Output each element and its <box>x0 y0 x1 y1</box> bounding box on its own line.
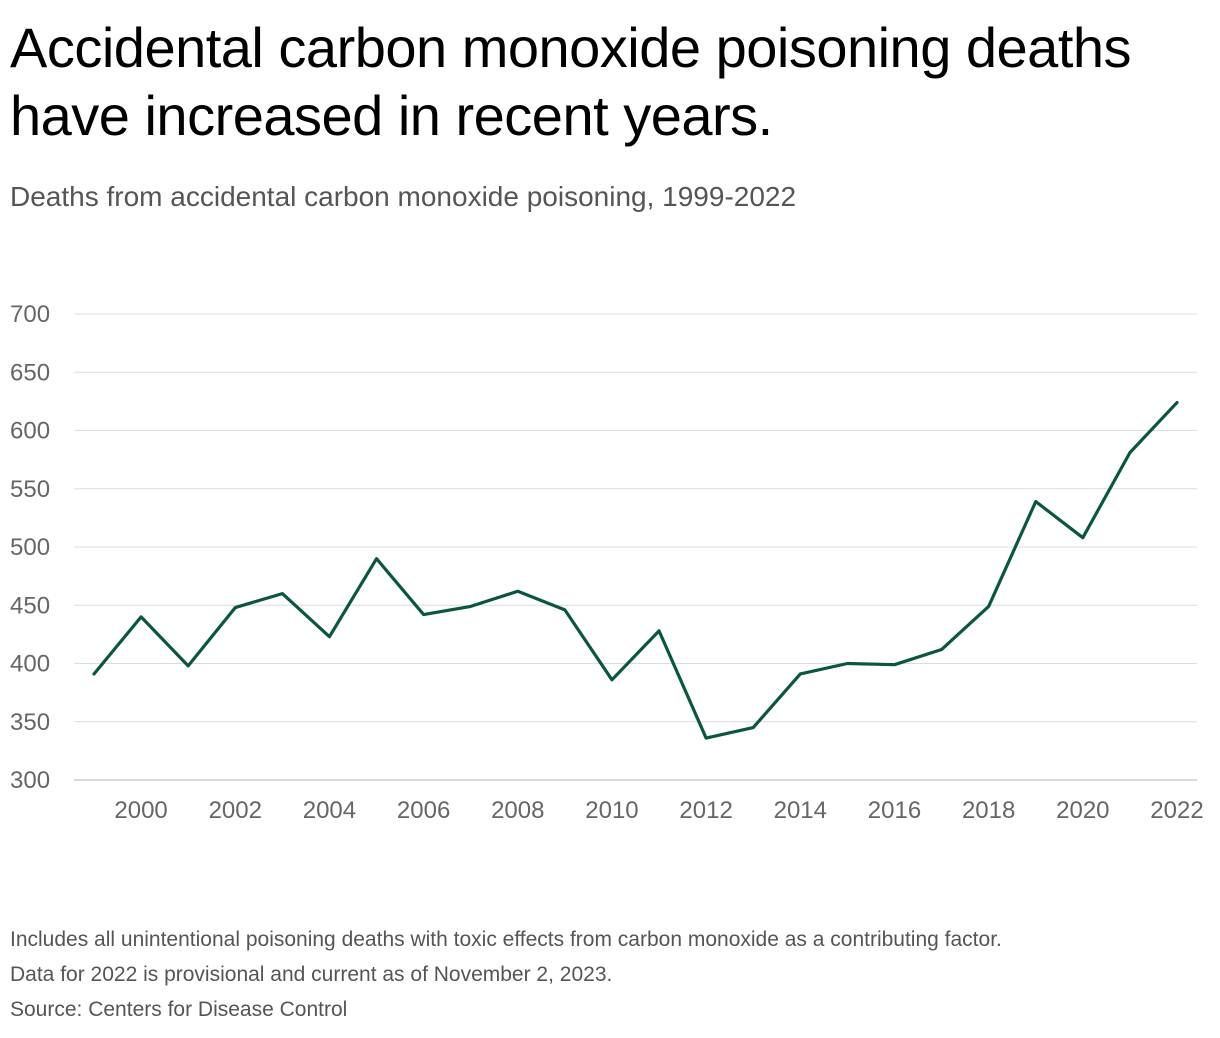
x-tick-label-2002: 2002 <box>209 797 262 824</box>
y-tick-label-650: 650 <box>10 359 50 386</box>
series-line-0 <box>92 400 1179 740</box>
line-chart: 300 350 400 450 500 550 600 650 700 2000 2002 2004… <box>10 301 1204 824</box>
gridlines <box>74 313 1197 781</box>
x-tick-label-2010: 2010 <box>585 797 638 824</box>
footnote-definition: Includes all unintentional poisoning dea… <box>10 928 1002 951</box>
x-tick-label-2020: 2020 <box>1056 797 1109 824</box>
x-tick-label-2016: 2016 <box>868 797 921 824</box>
x-tick-label-2008: 2008 <box>491 797 544 824</box>
series-layer <box>92 400 1179 740</box>
footnote-provisional: Data for 2022 is provisional and current… <box>10 963 613 986</box>
x-axis-ticks: 2000 2002 2004 2006 2008 2010 2012 2014 2016 2018… <box>114 797 1203 824</box>
x-tick-label-2000: 2000 <box>114 797 167 824</box>
y-tick-label-700: 700 <box>10 301 50 328</box>
x-tick-label-2006: 2006 <box>397 797 450 824</box>
chart-title: Accidental carbon monoxide poisoning dea… <box>10 16 1132 147</box>
y-tick-label-600: 600 <box>10 418 50 445</box>
x-tick-label-2014: 2014 <box>774 797 827 824</box>
x-tick-label-2018: 2018 <box>962 797 1015 824</box>
y-tick-label-550: 550 <box>10 476 50 503</box>
y-tick-label-450: 450 <box>10 592 50 619</box>
y-axis-ticks: 300 350 400 450 500 550 600 650 700 <box>10 301 50 794</box>
x-tick-label-2022: 2022 <box>1150 797 1203 824</box>
y-tick-label-300: 300 <box>10 767 50 794</box>
y-tick-label-400: 400 <box>10 651 50 678</box>
source-note: Source: Centers for Disease Control <box>10 998 348 1021</box>
x-tick-label-2012: 2012 <box>679 797 732 824</box>
y-tick-label-350: 350 <box>10 709 50 736</box>
y-tick-label-500: 500 <box>10 534 50 561</box>
x-tick-label-2004: 2004 <box>303 797 356 824</box>
footnotes: Includes all unintentional poisoning dea… <box>10 922 1210 1027</box>
chart-subtitle: Deaths from accidental carbon monoxide p… <box>10 181 797 212</box>
